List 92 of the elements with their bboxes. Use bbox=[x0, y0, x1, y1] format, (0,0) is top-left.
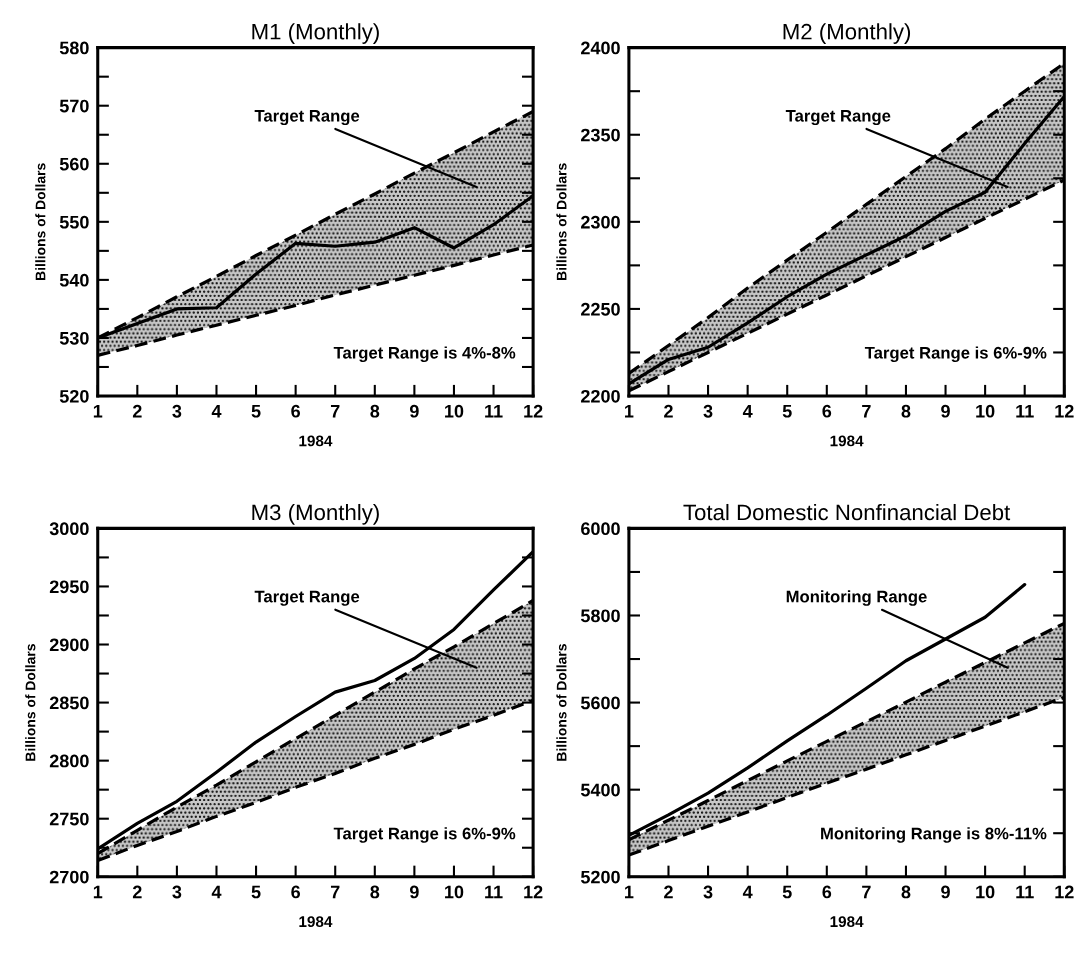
x-tick-label: 12 bbox=[524, 885, 543, 899]
annotation: Target Range bbox=[254, 110, 360, 126]
x-tick-label: 7 bbox=[862, 405, 871, 418]
x-tick-label: 8 bbox=[370, 404, 380, 418]
y-axis-title: Billions of Dollars bbox=[35, 163, 46, 280]
x-tick-label: 1 bbox=[625, 405, 634, 418]
x-tick-label: 8 bbox=[901, 404, 911, 418]
y-tick-label: 520 bbox=[59, 389, 89, 403]
x-tick-label: 1 bbox=[93, 405, 103, 418]
annotation: Target Range is 6%-9% bbox=[864, 346, 1047, 363]
y-tick-label: 2750 bbox=[49, 812, 89, 826]
y-tick-label: 550 bbox=[59, 215, 89, 229]
chart-title: M3 (Monthly) bbox=[252, 503, 379, 525]
x-tick-label: 12 bbox=[1055, 404, 1074, 418]
y-tick-label: 2350 bbox=[581, 128, 620, 142]
x-tick-label: 7 bbox=[330, 885, 340, 899]
y-tick-label: 2300 bbox=[581, 215, 620, 229]
x-tick-label: 2 bbox=[132, 404, 142, 418]
y-axis-title: Billions of Dollars bbox=[25, 644, 36, 761]
y-tick-label: 530 bbox=[59, 331, 89, 345]
x-tick-label: 12 bbox=[1055, 885, 1074, 899]
x-tick-label: 7 bbox=[862, 885, 871, 899]
x-tick-label: 8 bbox=[370, 885, 380, 899]
annotation: Target Range bbox=[785, 110, 891, 126]
x-tick-label: 1 bbox=[93, 885, 103, 899]
y-tick-label: 2850 bbox=[49, 696, 89, 710]
x-tick-label: 3 bbox=[172, 885, 182, 899]
x-tick-label: 8 bbox=[901, 885, 911, 899]
x-tick-label: 5 bbox=[782, 885, 792, 899]
x-tick-label: 4 bbox=[742, 405, 753, 418]
x-tick-label: 11 bbox=[1016, 405, 1034, 418]
x-tick-label: 5 bbox=[251, 885, 261, 899]
x-tick-label: 6 bbox=[822, 885, 832, 899]
y-tick-label: 2700 bbox=[49, 870, 89, 884]
y-tick-label: 2400 bbox=[581, 41, 620, 55]
x-axis-title: 1984 bbox=[299, 916, 333, 928]
x-tick-label: 2 bbox=[132, 885, 142, 899]
x-tick-label: 5 bbox=[782, 405, 792, 418]
annotation: Monitoring Range is 8%-11% bbox=[821, 827, 1047, 843]
x-tick-label: 7 bbox=[330, 405, 340, 418]
annotation: Target Range is 6%-9% bbox=[333, 827, 516, 843]
x-tick-label: 10 bbox=[976, 885, 995, 899]
x-tick-label: 9 bbox=[941, 404, 950, 418]
y-tick-label: 5400 bbox=[580, 783, 620, 797]
x-tick-label: 6 bbox=[822, 404, 832, 418]
y-tick-label: 6000 bbox=[581, 522, 620, 536]
y-tick-label: 2200 bbox=[581, 389, 620, 403]
y-tick-label: 2250 bbox=[581, 302, 620, 316]
x-tick-label: 6 bbox=[291, 885, 301, 899]
y-tick-label: 560 bbox=[59, 157, 89, 171]
x-tick-label: 11 bbox=[485, 405, 503, 418]
x-tick-label: 3 bbox=[703, 404, 713, 418]
y-tick-label: 2800 bbox=[49, 754, 89, 768]
x-tick-label: 6 bbox=[291, 404, 301, 418]
x-tick-label: 2 bbox=[664, 404, 673, 418]
x-axis-title: 1984 bbox=[830, 916, 864, 928]
x-tick-label: 10 bbox=[976, 404, 995, 418]
x-tick-label: 10 bbox=[445, 885, 464, 899]
x-tick-label: 9 bbox=[409, 404, 419, 418]
annotation: Target Range bbox=[254, 590, 360, 606]
y-tick-label: 3000 bbox=[49, 522, 89, 536]
annotation: Target Range is 4%-8% bbox=[333, 346, 516, 363]
x-tick-label: 4 bbox=[211, 405, 222, 418]
y-tick-label: 580 bbox=[59, 41, 89, 55]
x-tick-label: 4 bbox=[742, 885, 753, 899]
x-tick-label: 12 bbox=[524, 404, 543, 418]
x-tick-label: 4 bbox=[211, 885, 222, 899]
x-tick-label: 5 bbox=[251, 405, 261, 418]
y-axis-title: Billions of Dollars bbox=[556, 644, 567, 761]
x-tick-label: 1 bbox=[625, 885, 634, 899]
chart-title: M1 (Monthly) bbox=[252, 23, 379, 44]
chart-title: Total Domestic Nonfinancial Debt bbox=[683, 503, 1011, 521]
x-tick-label: 3 bbox=[172, 404, 182, 418]
y-axis-title: Billions of Dollars bbox=[556, 163, 567, 280]
y-tick-label: 5800 bbox=[580, 609, 620, 623]
x-tick-label: 11 bbox=[1016, 885, 1034, 899]
y-tick-label: 2900 bbox=[49, 638, 89, 652]
annotation: Monitoring Range bbox=[786, 590, 927, 606]
x-axis-title: 1984 bbox=[830, 435, 864, 447]
x-axis-title: 1984 bbox=[299, 435, 333, 447]
y-tick-label: 2950 bbox=[49, 580, 89, 594]
x-tick-label: 9 bbox=[941, 885, 950, 899]
x-tick-label: 10 bbox=[445, 404, 464, 418]
x-tick-label: 9 bbox=[409, 885, 419, 899]
chart-title: M2 (Monthly) bbox=[783, 23, 911, 44]
y-tick-label: 5600 bbox=[580, 696, 620, 710]
y-tick-label: 540 bbox=[59, 273, 89, 287]
y-tick-label: 5200 bbox=[580, 870, 620, 884]
y-tick-label: 570 bbox=[59, 99, 89, 113]
x-tick-label: 2 bbox=[664, 885, 673, 899]
x-tick-label: 3 bbox=[703, 885, 713, 899]
x-tick-label: 11 bbox=[485, 885, 503, 899]
